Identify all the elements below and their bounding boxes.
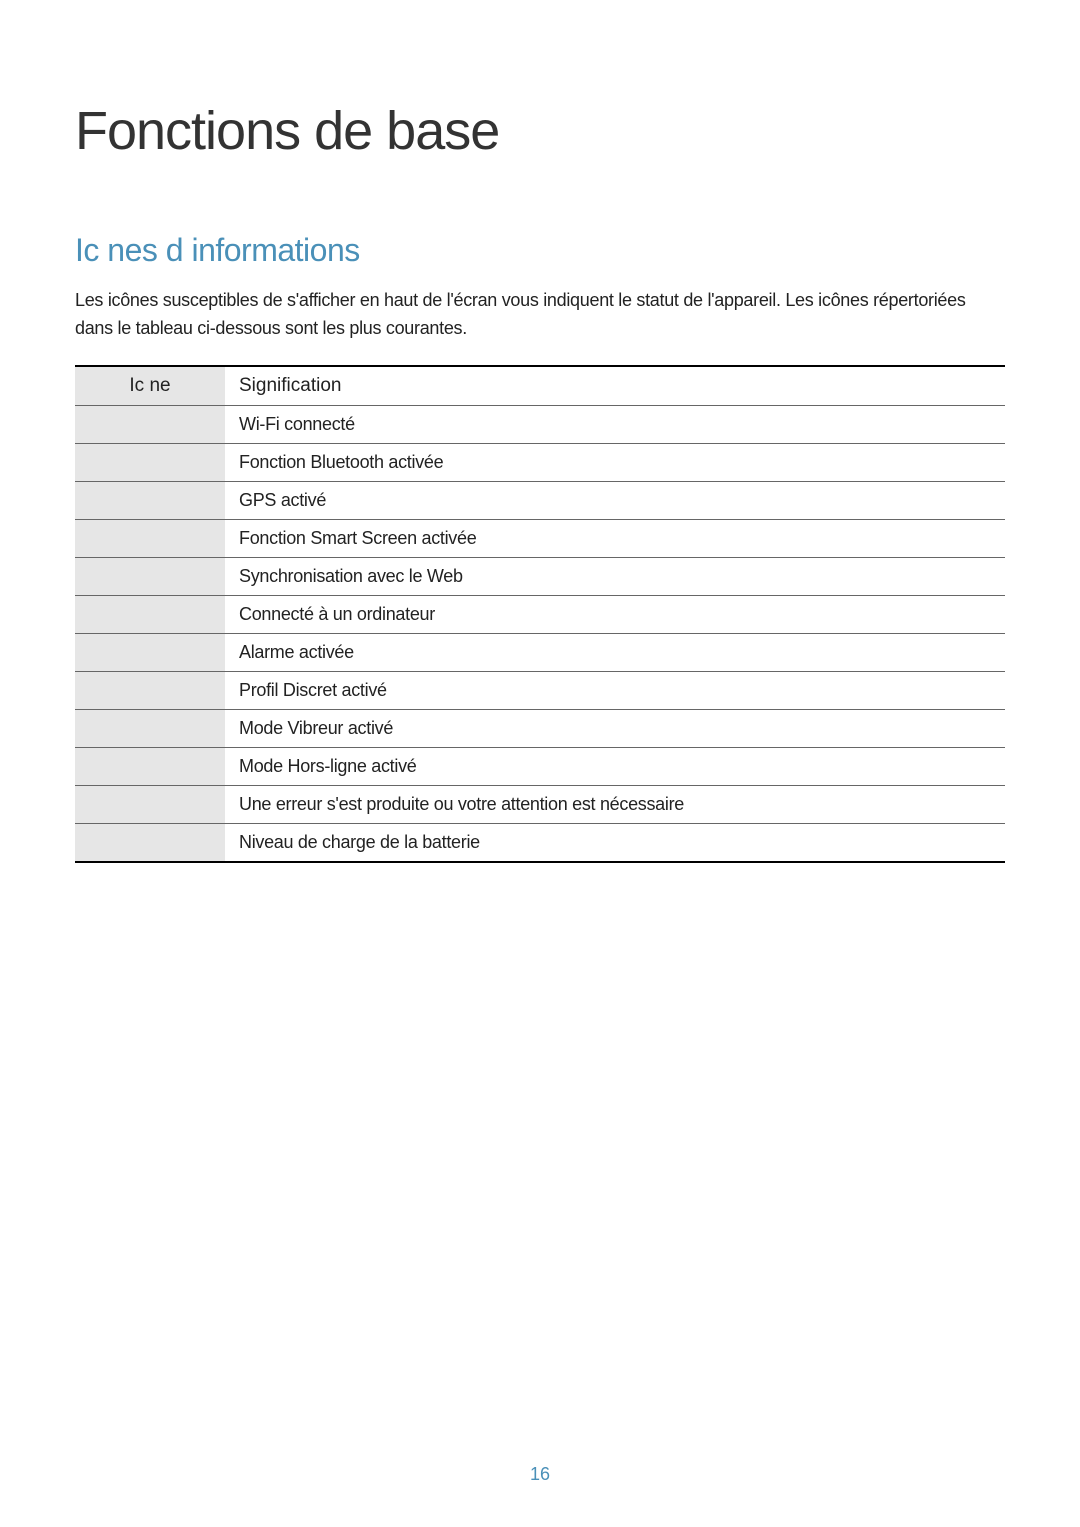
icon-cell xyxy=(75,557,225,595)
table-row: Fonction Smart Screen activée xyxy=(75,519,1005,557)
table-row: Une erreur s'est produite ou votre atten… xyxy=(75,785,1005,823)
table-row: Connecté à un ordinateur xyxy=(75,595,1005,633)
meaning-cell: Connecté à un ordinateur xyxy=(225,595,1005,633)
icon-cell xyxy=(75,671,225,709)
table-row: Wi-Fi connecté xyxy=(75,405,1005,443)
icon-cell xyxy=(75,481,225,519)
meaning-cell: Profil Discret activé xyxy=(225,671,1005,709)
icon-cell xyxy=(75,709,225,747)
page-content: Fonctions de base Ic nes d informations … xyxy=(0,0,1080,863)
table-row: Synchronisation avec le Web xyxy=(75,557,1005,595)
section-description: Les icônes susceptibles de s'afficher en… xyxy=(75,287,1005,343)
table-body: Wi-Fi connecté Fonction Bluetooth activé… xyxy=(75,405,1005,862)
icon-cell xyxy=(75,595,225,633)
main-title: Fonctions de base xyxy=(75,100,1005,162)
section-title: Ic nes d informations xyxy=(75,232,1005,269)
table-row: Mode Vibreur activé xyxy=(75,709,1005,747)
icon-cell xyxy=(75,823,225,862)
table-row: Alarme activée xyxy=(75,633,1005,671)
meaning-cell: Wi-Fi connecté xyxy=(225,405,1005,443)
table-row: Fonction Bluetooth activée xyxy=(75,443,1005,481)
icons-table: Ic ne Signification Wi-Fi connecté Fonct… xyxy=(75,365,1005,863)
icon-cell xyxy=(75,405,225,443)
table-row: Mode Hors-ligne activé xyxy=(75,747,1005,785)
icon-cell xyxy=(75,785,225,823)
page-number: 16 xyxy=(0,1464,1080,1485)
meaning-cell: Fonction Bluetooth activée xyxy=(225,443,1005,481)
table-header-row: Ic ne Signification xyxy=(75,366,1005,406)
table-row: Niveau de charge de la batterie xyxy=(75,823,1005,862)
meaning-cell: Alarme activée xyxy=(225,633,1005,671)
table-header-icon: Ic ne xyxy=(75,366,225,406)
icon-cell xyxy=(75,519,225,557)
table-header-meaning: Signification xyxy=(225,366,1005,406)
table-row: Profil Discret activé xyxy=(75,671,1005,709)
icon-cell xyxy=(75,633,225,671)
table-row: GPS activé xyxy=(75,481,1005,519)
meaning-cell: Synchronisation avec le Web xyxy=(225,557,1005,595)
meaning-cell: Une erreur s'est produite ou votre atten… xyxy=(225,785,1005,823)
icon-cell xyxy=(75,747,225,785)
meaning-cell: Fonction Smart Screen activée xyxy=(225,519,1005,557)
meaning-cell: Mode Hors-ligne activé xyxy=(225,747,1005,785)
icon-cell xyxy=(75,443,225,481)
meaning-cell: Niveau de charge de la batterie xyxy=(225,823,1005,862)
meaning-cell: GPS activé xyxy=(225,481,1005,519)
meaning-cell: Mode Vibreur activé xyxy=(225,709,1005,747)
